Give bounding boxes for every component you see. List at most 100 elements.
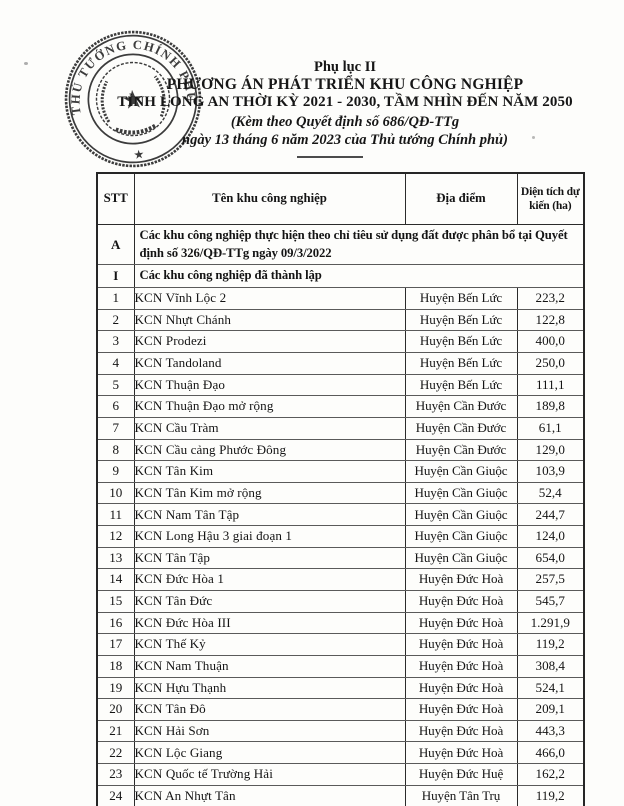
table-row: 11 KCN Nam Tân Tập Huyện Cần Giuộc 244,7 <box>96 503 585 527</box>
row-name-cell: KCN Tân Đức <box>133 590 406 613</box>
row-name-cell: KCN Tandoland <box>133 351 406 375</box>
row-name-cell: KCN Thuận Đạo <box>133 373 406 397</box>
header-location: Địa điểm <box>404 172 518 225</box>
section-id: A <box>96 223 135 266</box>
row-area-cell: 1.291,9 <box>516 611 585 635</box>
row-name-cell: KCN Tân Kim <box>133 460 406 483</box>
row-stt-cell: 14 <box>96 568 135 591</box>
row-location-cell: Huyện Đức Huệ <box>404 763 518 786</box>
row-location-cell: Huyện Đức Hoà <box>404 676 518 700</box>
document-heading: Phụ lục II PHƯƠNG ÁN PHÁT TRIỂN KHU CÔNG… <box>66 58 624 149</box>
table-row: 14 KCN Đức Hòa 1 Huyện Đức Hoà 257,5 <box>96 568 585 591</box>
row-area-cell: 61,1 <box>516 416 585 440</box>
row-stt-cell: 24 <box>96 784 135 806</box>
row-name-cell: KCN Hựu Thạnh <box>133 676 406 700</box>
row-area-cell: 400,0 <box>516 330 585 353</box>
row-stt-cell: 1 <box>96 287 135 310</box>
row-name-cell: KCN Cầu Tràm <box>133 416 406 440</box>
row-stt-cell: 20 <box>96 698 135 721</box>
table-row: 17 KCN Thế Kỷ Huyện Đức Hoà 119,2 <box>96 633 585 656</box>
emblem-cog-bottom <box>115 123 158 135</box>
row-location-cell: Huyện Đức Hoà <box>404 698 518 721</box>
row-area-cell: 52,4 <box>516 481 585 505</box>
table-row: 7 KCN Cầu Tràm Huyện Cần Đước 61,1 <box>96 416 585 440</box>
row-stt-cell: 7 <box>96 416 135 440</box>
stamp-star-icon: ★ <box>133 147 145 162</box>
row-stt-cell: 19 <box>96 676 135 700</box>
row-name-cell: KCN Nhựt Chánh <box>133 308 406 332</box>
row-stt-cell: 17 <box>96 633 135 656</box>
table-row: 18 KCN Nam Thuận Huyện Đức Hoà 308,4 <box>96 654 585 678</box>
row-stt-cell: 5 <box>96 373 135 397</box>
table-row: 9 KCN Tân Kim Huyện Cần Giuộc 103,9 <box>96 460 585 483</box>
emblem-wreath-icon <box>95 61 171 137</box>
row-name-cell: KCN Thế Kỷ <box>133 633 406 656</box>
scan-speck <box>532 136 535 139</box>
row-area-cell: 189,8 <box>516 395 585 418</box>
appendix-label: Phụ lục II <box>313 59 377 75</box>
header-name: Tên khu công nghiệp <box>133 172 406 225</box>
stamp-outer-ring <box>64 30 202 168</box>
row-location-cell: Huyện Cần Giuộc <box>404 460 518 483</box>
section-label: Các khu công nghiệp thực hiện theo chỉ t… <box>133 223 585 266</box>
row-stt-cell: 10 <box>96 481 135 505</box>
table-row: 3 KCN Prodezi Huyện Bến Lức 400,0 <box>96 330 585 353</box>
table-row: 20 KCN Tân Đô Huyện Đức Hoà 209,1 <box>96 698 585 721</box>
row-location-cell: Huyện Đức Hoà <box>404 741 518 765</box>
row-stt-cell: 4 <box>96 351 135 375</box>
row-area-cell: 524,1 <box>516 676 585 700</box>
emblem-wreath-right <box>153 75 166 117</box>
row-name-cell: KCN Nam Thuận <box>133 654 406 678</box>
row-name-cell: KCN Quốc tế Trường Hải <box>133 763 406 786</box>
table-row: 10 KCN Tân Kim mở rộng Huyện Cần Giuộc 52,4 <box>96 481 585 505</box>
row-location-cell: Huyện Cần Giuộc <box>404 546 518 570</box>
row-location-cell: Huyện Đức Hoà <box>404 568 518 591</box>
government-stamp-seal: ★ THỦ TƯỚNG CHÍNH PHỦ ★ <box>62 30 202 168</box>
row-name-cell: KCN Tân Đô <box>133 698 406 721</box>
row-stt-cell: 3 <box>96 330 135 353</box>
row-location-cell: Huyện Cần Giuộc <box>404 503 518 527</box>
header-stt: STT <box>96 172 135 225</box>
row-stt-cell: 12 <box>96 525 135 548</box>
row-name-cell: KCN An Nhựt Tân <box>133 784 406 806</box>
row-location-cell: Huyện Bến Lức <box>404 287 518 310</box>
section-row-i: I Các khu công nghiệp đã thành lập <box>96 264 585 289</box>
heading-divider-line <box>297 156 363 158</box>
section-id: I <box>96 264 135 289</box>
table-row: 8 KCN Cầu cảng Phước Đông Huyện Cần Đước 12… <box>96 438 585 462</box>
row-stt-cell: 18 <box>96 654 135 678</box>
row-area-cell: 545,7 <box>516 590 585 613</box>
row-area-cell: 103,9 <box>516 460 585 483</box>
row-area-cell: 244,7 <box>516 503 585 527</box>
row-area-cell: 466,0 <box>516 741 585 765</box>
row-location-cell: Huyện Cần Đước <box>404 395 518 418</box>
row-name-cell: KCN Thuận Đạo mở rộng <box>133 395 406 418</box>
row-location-cell: Huyện Cần Giuộc <box>404 481 518 505</box>
scan-speck <box>24 62 28 65</box>
table-rows-body: 1 KCN Vĩnh Lộc 2 Huyện Bến Lức 223,2 2 KCN Nh… <box>96 287 585 806</box>
row-location-cell: Huyện Bến Lức <box>404 308 518 332</box>
row-area-cell: 209,1 <box>516 698 585 721</box>
document-subtitle-line2: ngày 13 tháng 6 năm 2023 của Thủ tướng C… <box>182 132 508 148</box>
stamp-outer-ring-inner <box>68 34 198 164</box>
row-area-cell: 129,0 <box>516 438 585 462</box>
table-row: 12 KCN Long Hậu 3 giai đoạn 1 Huyện Cần Gi… <box>96 525 585 548</box>
document-subtitle-line1: (Kèm theo Quyết định số 686/QĐ-TTg <box>230 114 460 130</box>
row-name-cell: KCN Tân Kim mở rộng <box>133 481 406 505</box>
row-area-cell: 162,2 <box>516 763 585 786</box>
table-row: 22 KCN Lộc Giang Huyện Đức Hoà 466,0 <box>96 741 585 765</box>
header-area: Diện tích dự kiến (ha) <box>516 172 585 225</box>
table-row: 13 KCN Tân Tập Huyện Cần Giuộc 654,0 <box>96 546 585 570</box>
table-row: 2 KCN Nhựt Chánh Huyện Bến Lức 122,8 <box>96 308 585 332</box>
row-location-cell: Huyện Đức Hoà <box>404 590 518 613</box>
table-row: 21 KCN Hải Sơn Huyện Đức Hoà 443,3 <box>96 719 585 743</box>
row-location-cell: Huyện Tân Trụ <box>404 784 518 806</box>
row-stt-cell: 16 <box>96 611 135 635</box>
row-area-cell: 308,4 <box>516 654 585 678</box>
row-stt-cell: 13 <box>96 546 135 570</box>
table-header-row: STT Tên khu công nghiệp Địa điểm Diện tí… <box>96 172 585 225</box>
table-row: 5 KCN Thuận Đạo Huyện Bến Lức 111,1 <box>96 373 585 397</box>
row-stt-cell: 21 <box>96 719 135 743</box>
row-location-cell: Huyện Bến Lức <box>404 330 518 353</box>
